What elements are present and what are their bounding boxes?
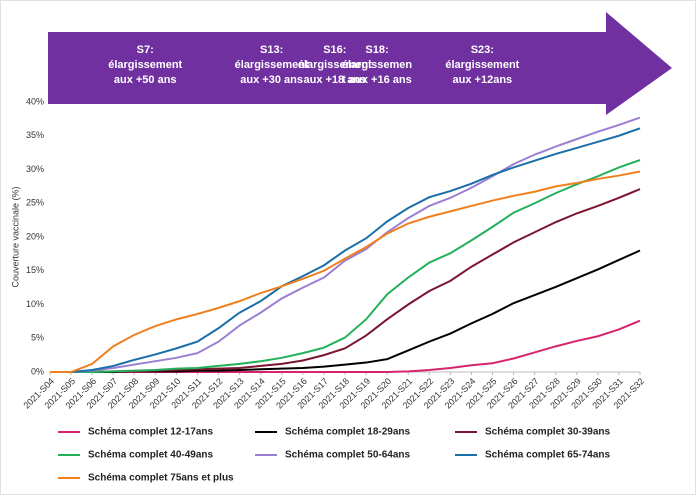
- legend-label: Schéma complet 12-17ans: [88, 427, 213, 438]
- y-tick-label: 35%: [26, 130, 44, 140]
- annotation: aux +18 ans: [304, 74, 367, 86]
- series-line: [50, 170, 641, 373]
- y-tick-label: 20%: [26, 231, 44, 241]
- annotation: S23:: [471, 44, 494, 56]
- annotation: élargissement: [445, 59, 519, 71]
- y-tick-label: 10%: [26, 299, 44, 309]
- annotation: aux +12ans: [453, 74, 513, 86]
- annotation: élargissement: [108, 59, 182, 71]
- y-tick-label: 30%: [26, 164, 44, 174]
- annotation: S18:: [365, 44, 388, 56]
- y-tick-label: 40%: [26, 96, 44, 106]
- annotation: aux +50 ans: [114, 74, 177, 86]
- annotation: élargissement: [298, 59, 372, 71]
- annotation: S7:: [137, 44, 154, 56]
- legend-label: Schéma complet 40-49ans: [88, 450, 213, 461]
- y-tick-label: 5%: [31, 333, 44, 343]
- legend-label: Schéma complet 18-29ans: [285, 427, 410, 438]
- annotation: S13:: [260, 44, 283, 56]
- annotation: élargissemen: [342, 59, 413, 71]
- annotation: t aux +16 ans: [342, 74, 411, 86]
- legend-label: Schéma complet 30-39ans: [485, 427, 610, 438]
- y-tick-label: 15%: [26, 265, 44, 275]
- annotation: élargissement: [235, 59, 309, 71]
- series-line: [50, 116, 641, 373]
- y-tick-label: 25%: [26, 198, 44, 208]
- timeline-arrow: [48, 12, 672, 115]
- series-line: [50, 159, 641, 373]
- legend-label: Schéma complet 75ans et plus: [88, 473, 234, 484]
- legend-label: Schéma complet 65-74ans: [485, 450, 610, 461]
- annotation: S16:: [323, 44, 346, 56]
- legend-label: Schéma complet 50-64ans: [285, 450, 410, 461]
- y-axis-label: Couverture vaccinale (%): [10, 186, 20, 287]
- y-tick-label: 0%: [31, 366, 44, 376]
- series-line: [50, 127, 641, 373]
- annotation: aux +30 ans: [240, 74, 303, 86]
